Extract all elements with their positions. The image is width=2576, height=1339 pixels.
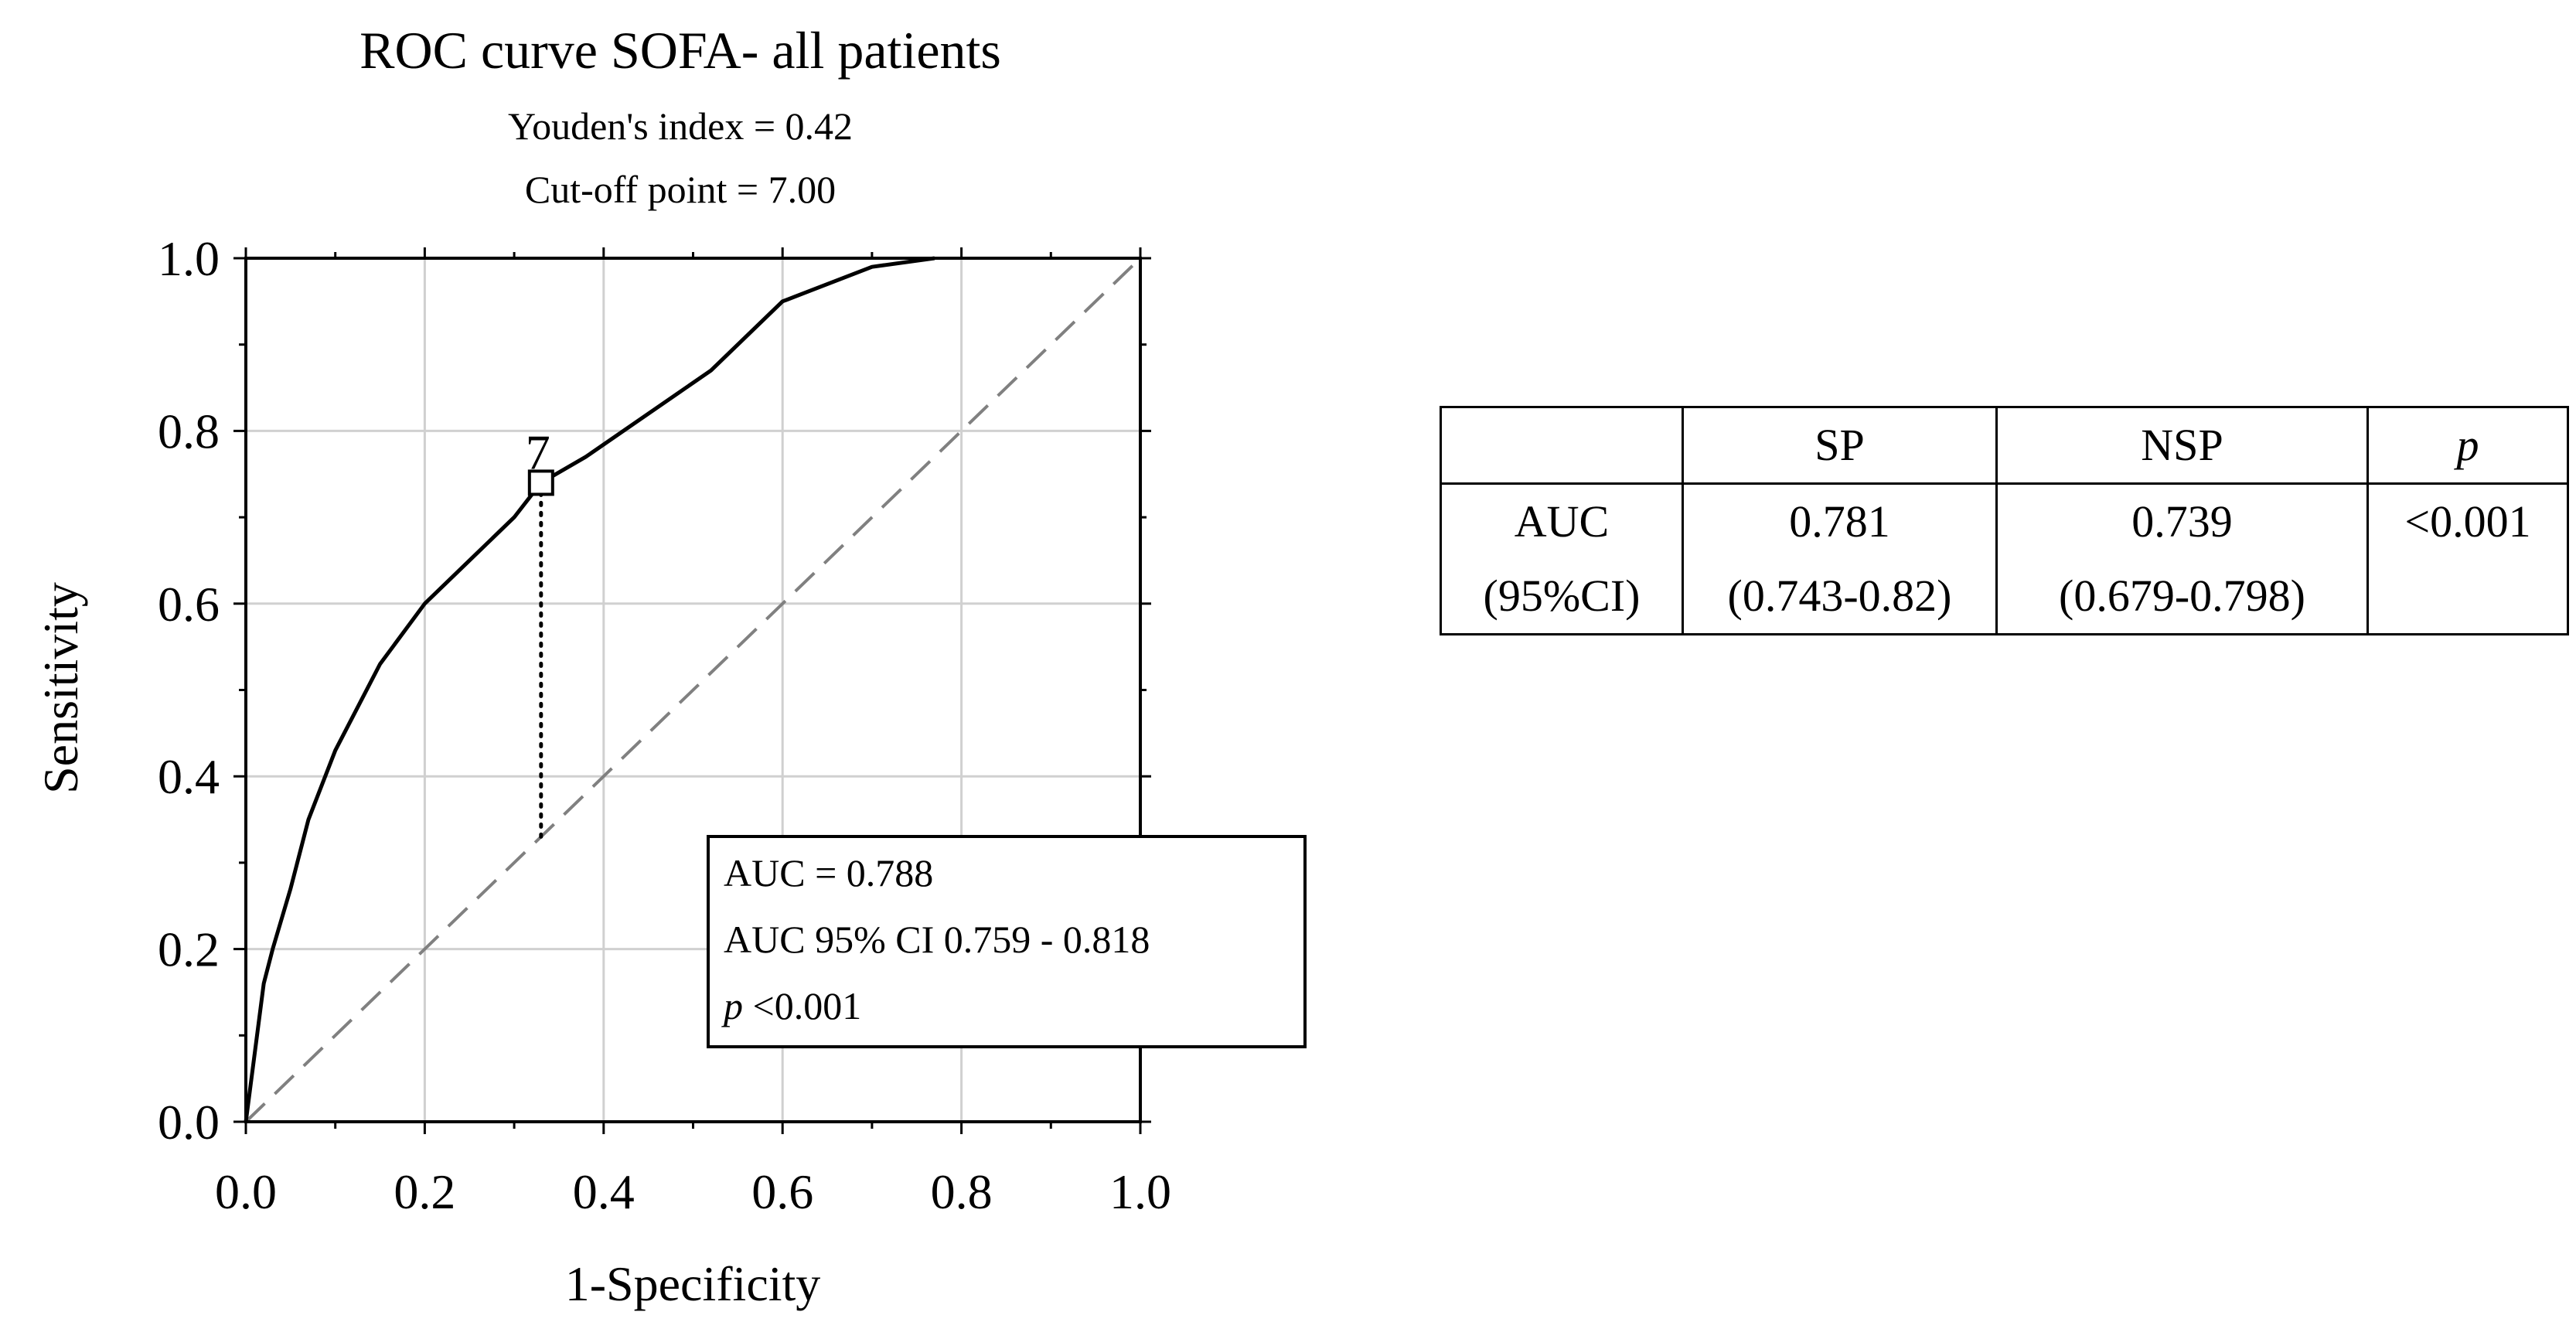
- chart-subtitle-cutoff: Cut-off point = 7.00: [525, 168, 836, 211]
- table-row-label-ci: (95%CI): [1440, 559, 1684, 635]
- table-row: AUC 0.781 0.739 <0.001: [1440, 482, 2569, 635]
- y-tick-label: 0.2: [158, 922, 220, 977]
- x-axis-label: 1-Specificity: [565, 1256, 821, 1311]
- cutoff-group: 7: [526, 424, 554, 839]
- x-tick-label: 0.6: [751, 1164, 813, 1219]
- y-tick-label: 0.4: [158, 749, 220, 804]
- x-tick-label: 0.2: [394, 1164, 455, 1219]
- table-header-p: p: [2366, 406, 2569, 485]
- table-cell-p-value: <0.001: [2366, 482, 2569, 635]
- table-header-empty: [1440, 406, 1684, 485]
- x-tick-label: 0.8: [931, 1164, 993, 1219]
- y-tick-label: 1.0: [158, 231, 220, 286]
- table-cell-sp-value: 0.781: [1682, 482, 1998, 559]
- y-tick-label: 0.8: [158, 404, 220, 458]
- table-header-sp: SP: [1682, 406, 1998, 485]
- y-axis-label: Sensitivity: [33, 582, 88, 794]
- reference-line-group: [244, 257, 1142, 1123]
- table-cell-nsp-value: 0.739: [1995, 482, 2369, 559]
- annotation-p-label: p: [721, 984, 743, 1027]
- cutoff-point-label: 7: [526, 424, 550, 479]
- y-tick-label: 0.0: [158, 1095, 220, 1150]
- annotation-auc: AUC = 0.788: [724, 851, 933, 894]
- y-tick-label: 0.6: [158, 577, 220, 632]
- roc-curve-group: [244, 256, 935, 1123]
- roc-curve-line: [244, 256, 935, 1123]
- annotation-frame: [707, 835, 1307, 1048]
- table-cell-nsp-ci: (0.679-0.798): [1995, 559, 2369, 635]
- table-row-label-auc: AUC: [1440, 482, 1684, 559]
- x-tick-label: 1.0: [1109, 1164, 1171, 1219]
- auc-comparison-table: SP NSP p AUC 0.781 0.739 <0.001 (95%CI) …: [1440, 406, 2569, 635]
- annotation-auc-ci: AUC 95% CI 0.759 - 0.818: [724, 918, 1150, 961]
- cutoff-point-marker: [527, 469, 554, 496]
- annotation-p: p <0.001: [721, 984, 861, 1027]
- y-axis-ticks: 0.0 0.2 0.4 0.6 0.8 1.0: [158, 231, 1151, 1150]
- x-axis-ticks: 0.0 0.2 0.4 0.6 0.8 1.0: [215, 247, 1171, 1219]
- annotation-p-value: <0.001: [743, 984, 861, 1027]
- table-header-row: SP NSP p: [1440, 406, 2569, 485]
- table-row: (95%CI) (0.743-0.82) (0.679-0.798): [1440, 559, 2568, 635]
- reference-diagonal-line: [244, 257, 1142, 1123]
- chart-title: ROC curve SOFA- all patients: [359, 21, 1001, 80]
- x-tick-label: 0.0: [215, 1164, 277, 1219]
- table-header-nsp: NSP: [1995, 406, 2369, 485]
- chart-subtitle-youden: Youden's index = 0.42: [508, 104, 853, 148]
- x-tick-label: 0.4: [573, 1164, 635, 1219]
- table-cell-sp-ci: (0.743-0.82): [1682, 559, 1998, 635]
- auc-annotation-box: AUC = 0.788 AUC 95% CI 0.759 - 0.818 p <…: [707, 835, 1307, 1048]
